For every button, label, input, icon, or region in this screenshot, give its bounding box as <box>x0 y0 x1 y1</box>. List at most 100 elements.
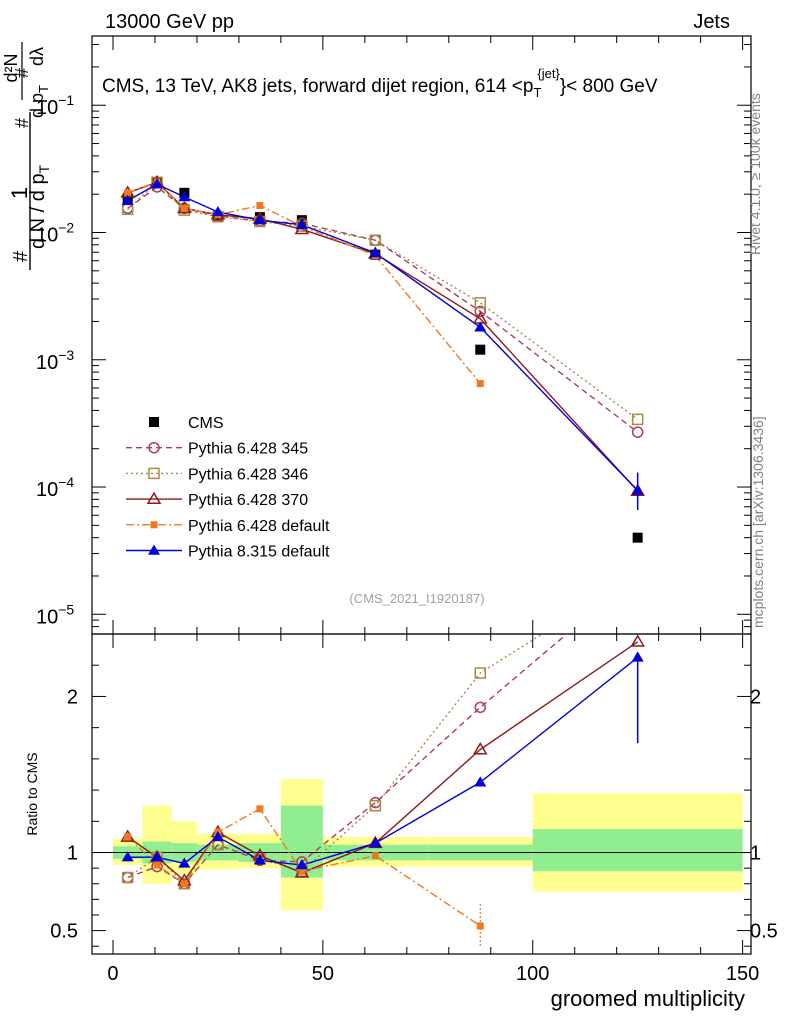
ratio-tick-label-right-0.5: 0.5 <box>750 921 778 943</box>
ratio-point-p8-2 <box>178 857 191 868</box>
legend-marker-p346 <box>148 467 160 480</box>
ylabel-one: 1 <box>7 187 32 199</box>
y-tick-exponent-4: −1 <box>58 92 74 108</box>
ratio-tick-label-left-0.5: 0.5 <box>50 921 78 943</box>
ylabel-num-top: d²N <box>1 53 21 82</box>
x-axis-label: groomed multiplicity <box>551 986 745 1011</box>
ratio-tick-label-right-1: 1 <box>750 843 761 865</box>
ratio-point-p6def-4 <box>256 805 264 813</box>
header-left: 13000 GeV pp <box>105 11 234 33</box>
ratio-plot-frame <box>91 633 752 955</box>
y-tick-exponent-1: −4 <box>58 474 74 490</box>
series-markers <box>120 174 645 948</box>
point-p6def-7 <box>476 380 484 388</box>
point-p346-8 <box>631 413 644 426</box>
ratio-point-p6def-6 <box>371 852 379 860</box>
legend-label-p6def: Pythia 6.428 default <box>188 518 330 535</box>
y-tick-label-3: 10−2 <box>36 220 74 247</box>
ratio-point-p370-7 <box>472 742 488 755</box>
y-tick-mantissa-1: 10 <box>36 479 58 501</box>
y-tick-label-1: 10−4 <box>36 474 74 501</box>
point-cms-7 <box>475 344 486 355</box>
y-axis-label: # 1 d N / d pT # d²N d pT # dλ <box>1 42 52 270</box>
y-tick-exponent-3: −2 <box>58 220 74 236</box>
ylabel-hash3: # <box>12 68 32 78</box>
y-tick-label-2: 10−3 <box>36 347 74 374</box>
ylabel-num-bot: d pT <box>27 85 51 118</box>
ylabel-hash: # <box>10 250 32 262</box>
ylabel-num-bot-main: d p <box>27 93 47 118</box>
line-main-p345 <box>127 186 639 433</box>
ratio-point-p370-8 <box>630 634 645 647</box>
ratio-tick-label-right-2: 2 <box>750 686 761 708</box>
legend-marker-p8 <box>148 544 160 555</box>
y-tick-exponent-2: −3 <box>58 347 74 363</box>
side-label-rivet: Rivet 4.1.0, ≥ 100k events <box>747 93 763 255</box>
legend-marker-cms <box>149 417 159 427</box>
ratio-point-p346-6 <box>369 799 382 812</box>
legend-marker-p6def <box>150 521 158 529</box>
ratio-point-p8-7 <box>474 776 487 787</box>
line-ratio-p345 <box>127 634 568 885</box>
ratio-point-p8-6 <box>369 837 382 848</box>
ylabel-num-bot-sub: T <box>36 85 51 93</box>
ylabel-lambda: dλ <box>27 47 47 66</box>
legend-label-p345: Pythia 6.428 345 <box>188 441 308 458</box>
point-p8-4 <box>253 214 266 225</box>
legend-label-p8: Pythia 8.315 default <box>188 544 330 561</box>
x-tick-label-0: 0 <box>107 963 118 985</box>
line-main-p346 <box>127 181 639 420</box>
ratio-point-p6def-1 <box>153 861 161 869</box>
point-p8-1 <box>151 178 164 189</box>
ratio-point-p8-0 <box>121 851 134 862</box>
ratio-point-p8-1 <box>151 851 164 862</box>
ratio-point-p8-8 <box>631 651 644 662</box>
ratio-point-p6def-5 <box>298 867 306 875</box>
y-tick-mantissa-2: 10 <box>36 352 58 374</box>
x-tick-label-100: 100 <box>516 963 549 985</box>
ratio-tick-label-left-1: 1 <box>67 843 78 865</box>
point-cms-8 <box>632 532 643 543</box>
y-tick-mantissa-0: 10 <box>36 606 58 628</box>
legend-label-p370: Pythia 6.428 370 <box>188 492 308 509</box>
legend-label-cms: CMS <box>188 415 224 432</box>
legend-label-p346: Pythia 6.428 346 <box>188 466 308 483</box>
watermark: (CMS_2021_I1920187) <box>349 591 484 606</box>
ratio-point-p8-4 <box>253 854 266 865</box>
ratio-point-p6def-2 <box>180 880 188 888</box>
point-p346-6 <box>369 234 382 246</box>
point-p6def-0 <box>124 189 132 197</box>
title-post: }< 800 GeV <box>560 76 658 97</box>
title-sup: {jet} <box>537 66 560 81</box>
ylabel-dn-sub: T <box>36 164 52 173</box>
point-p6def-2 <box>180 204 188 212</box>
legend-marker-p370 <box>146 491 162 505</box>
point-p8-6 <box>369 247 382 258</box>
y-tick-mantissa-3: 10 <box>36 225 58 247</box>
y-tick-label-4: 10−1 <box>36 92 74 119</box>
point-p8-7 <box>474 321 487 332</box>
x-tick-label-150: 150 <box>726 963 759 985</box>
ratio-point-p345-7 <box>474 701 487 714</box>
point-p8-5 <box>295 218 308 229</box>
band-inner-8 <box>532 829 743 872</box>
title-pre: CMS, 13 TeV, AK8 jets, forward dijet reg… <box>102 76 533 97</box>
y-tick-mantissa-4: 10 <box>36 97 58 119</box>
ratio-point-p346-7 <box>474 667 487 679</box>
line-ratio-p6def <box>127 807 481 927</box>
legend: CMS Pythia 6.428 345 Pythia 6.428 346 Pythi… <box>126 415 330 561</box>
point-p345-7 <box>474 305 487 318</box>
point-p8-3 <box>211 205 224 217</box>
legend-marker-p345 <box>148 441 160 454</box>
ratio-point-p8-5 <box>295 859 308 870</box>
title-sub: T <box>533 85 541 100</box>
point-p345-8 <box>631 426 644 438</box>
ylabel-hash2: # <box>12 118 32 128</box>
x-tick-label-50: 50 <box>312 963 334 985</box>
point-p346-7 <box>474 297 487 309</box>
point-p8-2 <box>178 191 191 202</box>
header-right: Jets <box>693 11 730 33</box>
ratio-y-label: Ratio to CMS <box>24 752 40 835</box>
